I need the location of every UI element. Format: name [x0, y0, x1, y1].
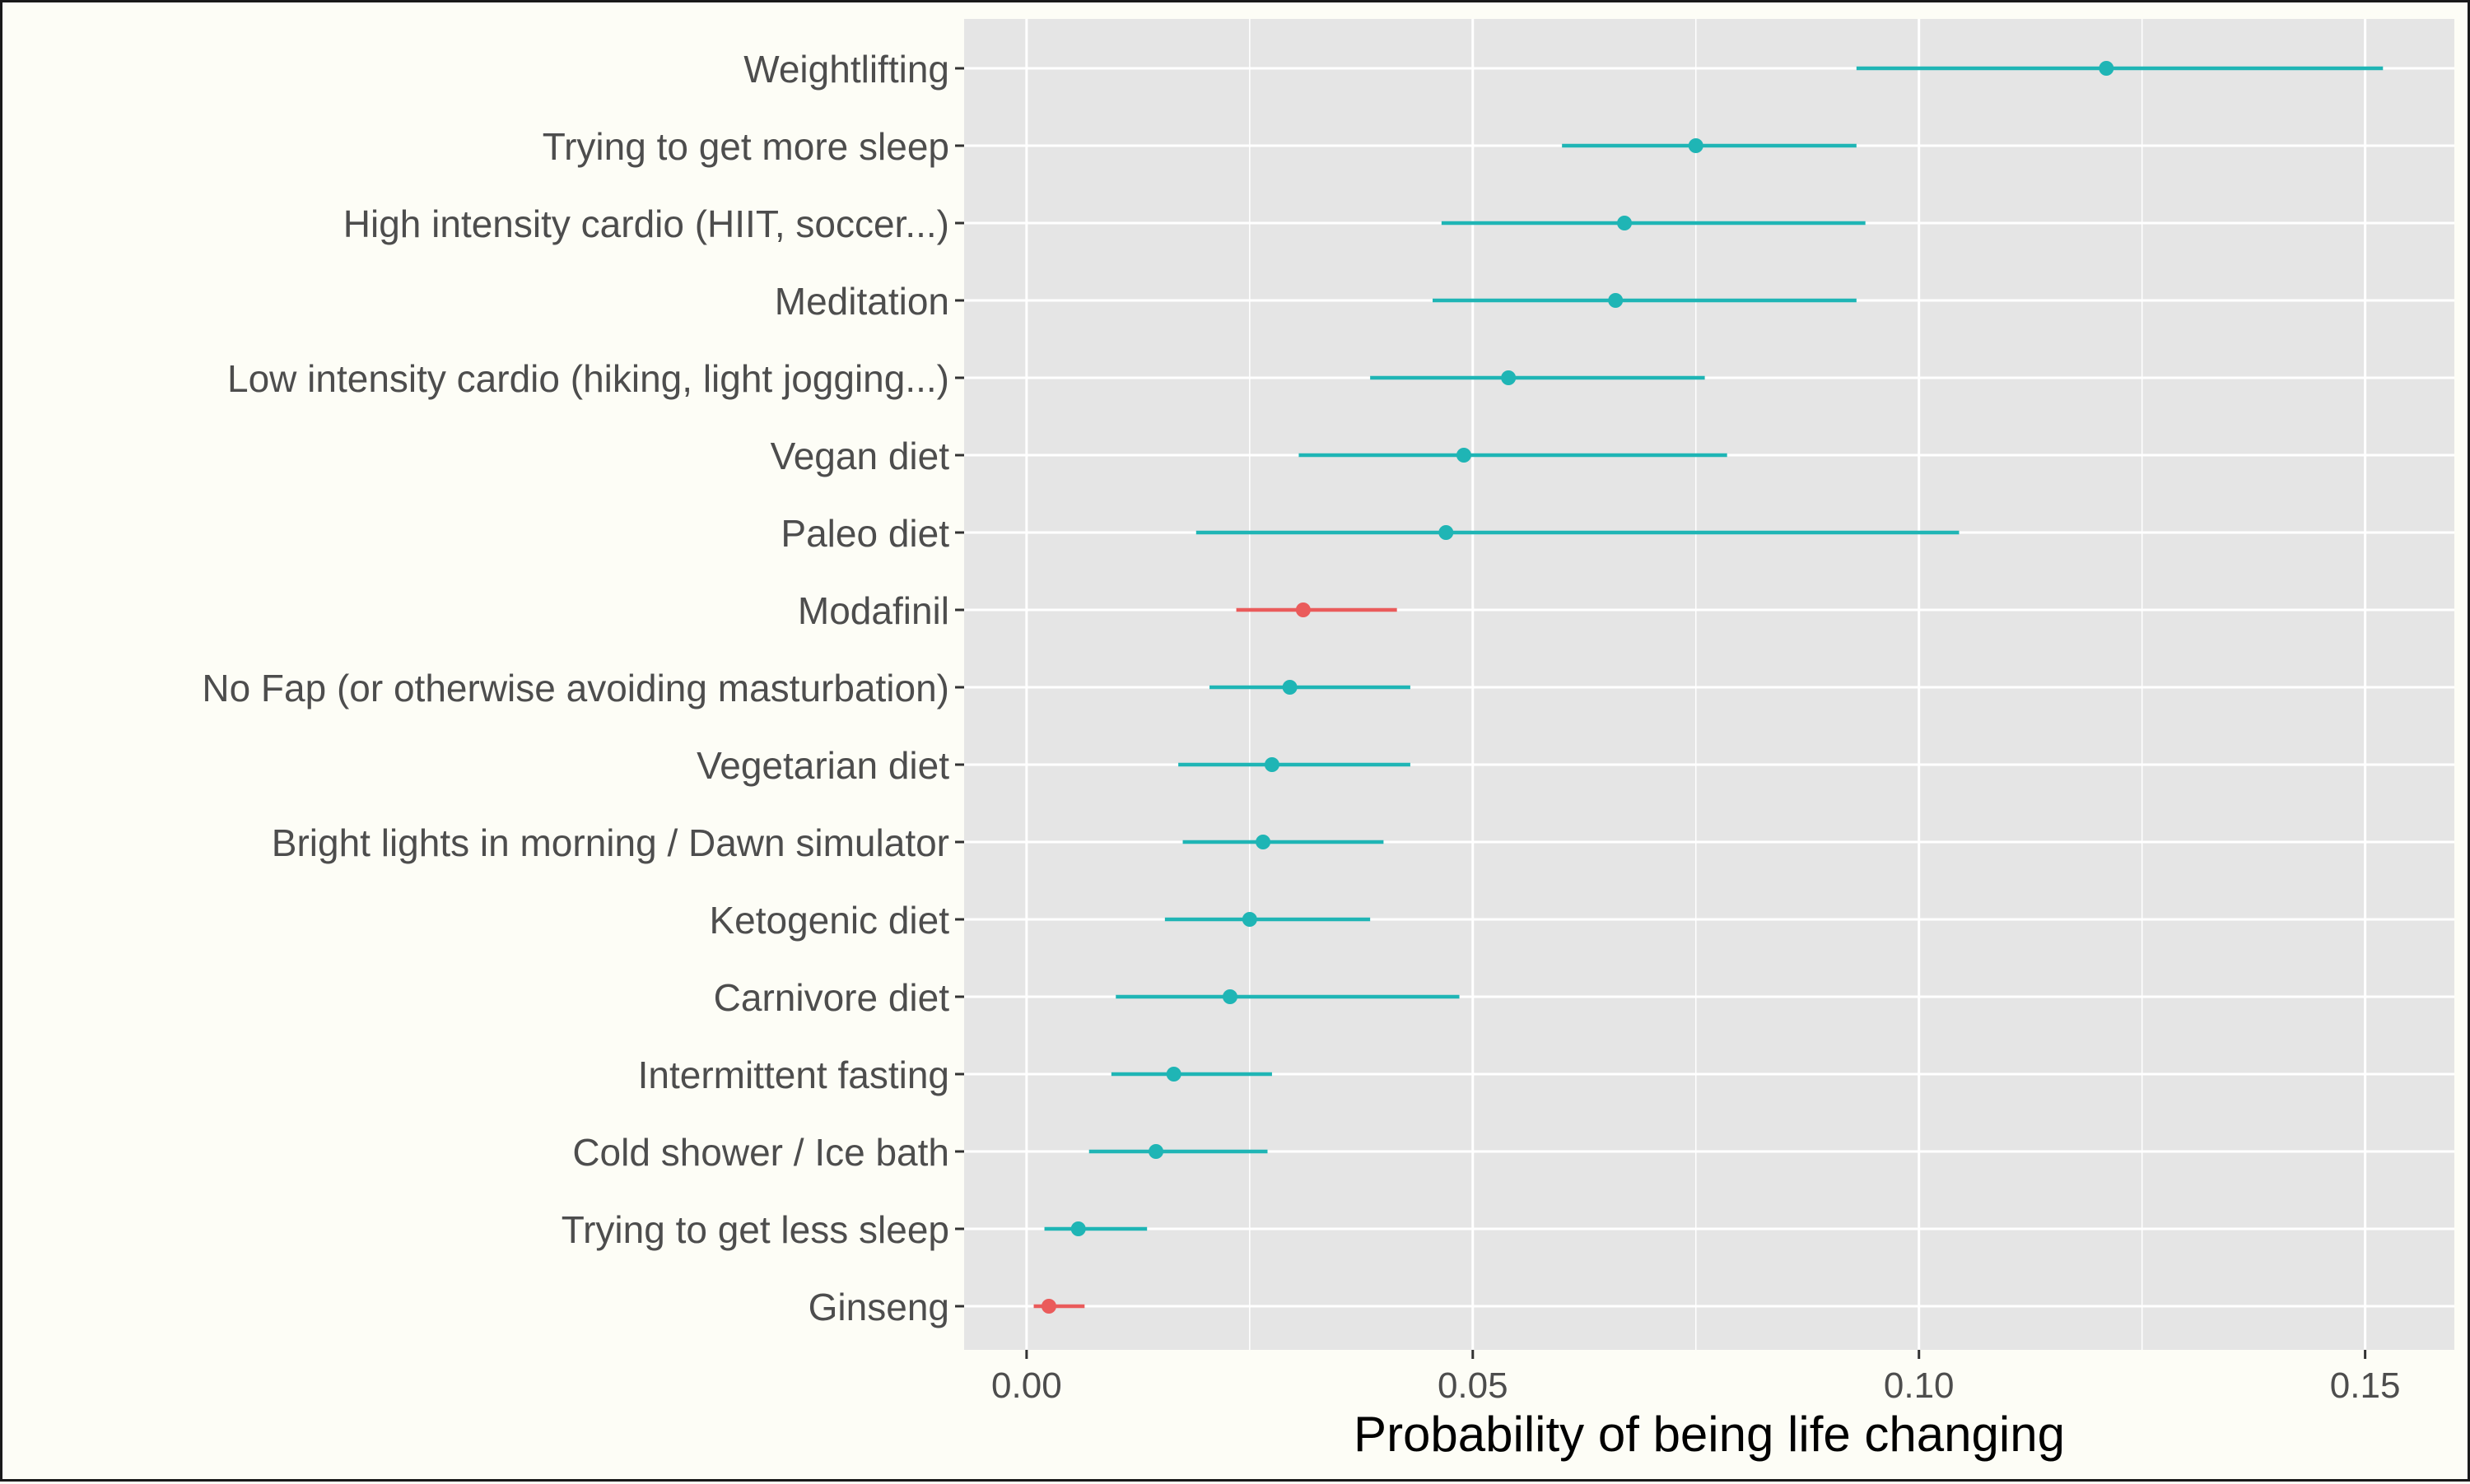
- y-tick-label: Ketogenic diet: [709, 899, 949, 942]
- y-tick-label: Trying to get less sleep: [562, 1208, 949, 1251]
- y-tick-label: Vegetarian diet: [697, 744, 949, 787]
- x-tick-label: 0.05: [1438, 1365, 1508, 1406]
- point-estimate: [1041, 1299, 1056, 1314]
- point-estimate: [1688, 138, 1703, 153]
- y-tick-label: Trying to get more sleep: [543, 125, 949, 168]
- point-estimate: [1242, 912, 1257, 927]
- point-estimate: [1501, 370, 1517, 385]
- point-estimate: [1456, 448, 1471, 463]
- point-estimate: [1149, 1144, 1164, 1159]
- point-estimate: [1608, 293, 1624, 308]
- y-tick-label: Vegan diet: [771, 435, 950, 477]
- y-tick-label: High intensity cardio (HIIT, soccer...): [343, 202, 949, 245]
- y-tick-label: Ginseng: [809, 1286, 949, 1328]
- y-tick-label: Paleo diet: [781, 512, 949, 555]
- y-tick-label: Low intensity cardio (hiking, light jogg…: [227, 357, 949, 400]
- point-estimate: [1264, 757, 1279, 772]
- point-estimate: [2099, 61, 2114, 76]
- point-estimate: [1282, 680, 1298, 695]
- point-estimate: [1222, 989, 1237, 1004]
- point-estimate: [1438, 525, 1454, 540]
- point-estimate: [1295, 602, 1311, 617]
- x-axis-title: Probability of being life changing: [1354, 1407, 2065, 1462]
- y-tick-label: No Fap (or otherwise avoiding masturbati…: [202, 667, 949, 709]
- point-estimate: [1166, 1067, 1181, 1082]
- y-tick-label: Bright lights in morning / Dawn simulato…: [272, 821, 949, 864]
- x-tick-label: 0.15: [2330, 1365, 2401, 1406]
- y-tick-label: Carnivore diet: [714, 976, 950, 1019]
- point-estimate: [1617, 216, 1633, 230]
- y-tick-label: Meditation: [775, 280, 949, 323]
- y-tick-label: Cold shower / Ice bath: [572, 1131, 949, 1174]
- x-tick-label: 0.10: [1884, 1365, 1955, 1406]
- x-tick-label: 0.00: [991, 1365, 1062, 1406]
- y-tick-label: Modafinil: [798, 589, 949, 632]
- point-estimate: [1070, 1221, 1086, 1236]
- y-tick-label: Weightlifting: [743, 48, 949, 91]
- plot-panel: [964, 19, 2454, 1350]
- point-estimate: [1256, 835, 1271, 849]
- y-tick-label: Intermittent fasting: [638, 1054, 949, 1096]
